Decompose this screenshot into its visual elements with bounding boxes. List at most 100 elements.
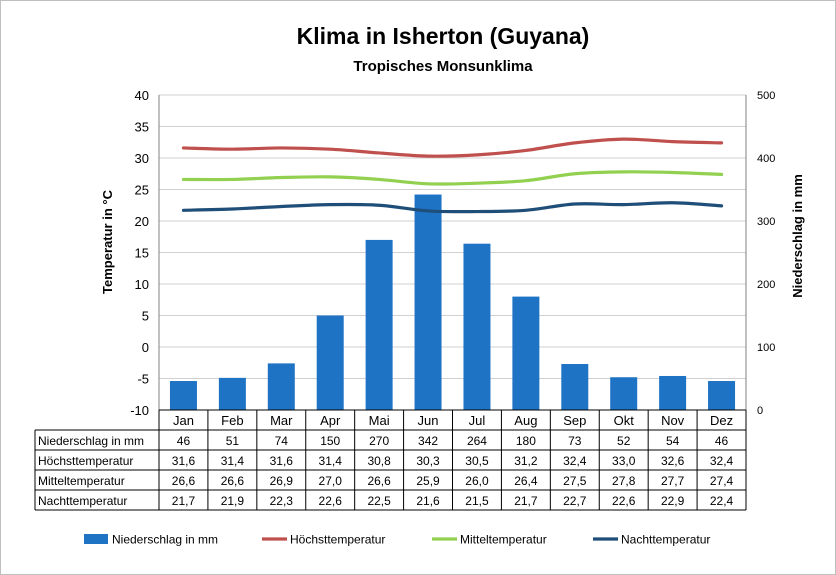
table-row-name: Niederschlag in mm bbox=[38, 434, 144, 448]
table-cell: 150 bbox=[320, 434, 340, 448]
table-cell: 33,0 bbox=[612, 454, 636, 468]
bar-niederschlag bbox=[218, 377, 246, 410]
y-tick-left: 30 bbox=[135, 151, 149, 166]
y-tick-left: -10 bbox=[130, 403, 149, 418]
table-cell: 22,6 bbox=[319, 494, 343, 508]
chart-title: Klima in Isherton (Guyana) bbox=[297, 23, 590, 49]
table-row-name: Höchsttemperatur bbox=[38, 454, 133, 468]
table-cell: 31,2 bbox=[514, 454, 538, 468]
x-tick-label: Dez bbox=[710, 413, 733, 428]
table-cell: 27,5 bbox=[563, 474, 587, 488]
y-tick-left: 5 bbox=[142, 309, 149, 324]
table-cell: 30,3 bbox=[416, 454, 440, 468]
table-cell: 26,6 bbox=[367, 474, 391, 488]
x-tick-label: Mar bbox=[270, 413, 293, 428]
table-cell: 22,5 bbox=[367, 494, 391, 508]
y-tick-left: 0 bbox=[142, 340, 149, 355]
table-cell: 26,4 bbox=[514, 474, 538, 488]
table-cell: 270 bbox=[369, 434, 389, 448]
table-cell: 342 bbox=[418, 434, 438, 448]
y-tick-right: 500 bbox=[757, 90, 775, 102]
table-cell: 180 bbox=[516, 434, 536, 448]
table-cell: 21,6 bbox=[416, 494, 440, 508]
table-row-name: Mitteltemperatur bbox=[38, 474, 125, 488]
x-tick-label: Okt bbox=[614, 413, 635, 428]
table-cell: 21,5 bbox=[465, 494, 489, 508]
table-cell: 74 bbox=[275, 434, 289, 448]
table-cell: 31,4 bbox=[319, 454, 343, 468]
table-cell: 21,7 bbox=[514, 494, 538, 508]
table-cell: 31,6 bbox=[270, 454, 294, 468]
x-tick-label: Aug bbox=[514, 413, 537, 428]
y-tick-left: 15 bbox=[135, 246, 149, 261]
table-cell: 21,7 bbox=[172, 494, 196, 508]
table-cell: 22,3 bbox=[270, 494, 294, 508]
legend-label: Mitteltemperatur bbox=[460, 533, 547, 547]
table-cell: 32,6 bbox=[661, 454, 685, 468]
table-cell: 22,9 bbox=[661, 494, 685, 508]
y-tick-left: 40 bbox=[135, 88, 149, 103]
table-cell: 25,9 bbox=[416, 474, 440, 488]
y-tick-right: 300 bbox=[757, 216, 775, 228]
bar-niederschlag bbox=[365, 239, 393, 410]
table-cell: 21,9 bbox=[221, 494, 245, 508]
legend-label: Niederschlag in mm bbox=[112, 533, 218, 547]
legend-swatch bbox=[84, 534, 108, 544]
legend-label: Nachttemperatur bbox=[621, 533, 710, 547]
y-tick-left: 20 bbox=[135, 214, 149, 229]
table-cell: 32,4 bbox=[710, 454, 734, 468]
y-tick-right: 0 bbox=[757, 405, 763, 417]
x-tick-label: Jan bbox=[173, 413, 194, 428]
bar-niederschlag bbox=[512, 296, 540, 410]
y-tick-right: 100 bbox=[757, 342, 775, 354]
y-tick-left: -5 bbox=[137, 372, 149, 387]
table-cell: 26,6 bbox=[172, 474, 196, 488]
y-axis-right-label: Niederschlag in mm bbox=[790, 174, 805, 298]
bar-niederschlag bbox=[708, 381, 736, 410]
table-cell: 264 bbox=[467, 434, 487, 448]
table-cell: 27,8 bbox=[612, 474, 636, 488]
y-tick-left: 35 bbox=[135, 120, 149, 135]
table-row-name: Nachttemperatur bbox=[38, 494, 127, 508]
table-cell: 30,8 bbox=[367, 454, 391, 468]
table-cell: 52 bbox=[617, 434, 631, 448]
table-cell: 30,5 bbox=[465, 454, 489, 468]
line-nachttemperatur bbox=[181, 201, 724, 214]
y-tick-left: 10 bbox=[135, 277, 149, 292]
x-tick-label: Jun bbox=[418, 413, 439, 428]
table-cell: 22,6 bbox=[612, 494, 636, 508]
x-tick-label: Jul bbox=[469, 413, 486, 428]
chart-subtitle: Tropisches Monsunklima bbox=[353, 58, 533, 75]
x-tick-label: Mai bbox=[369, 413, 390, 428]
table-cell: 26,0 bbox=[465, 474, 489, 488]
legend-label: Höchsttemperatur bbox=[290, 533, 385, 547]
x-tick-label: Nov bbox=[661, 413, 685, 428]
table-cell: 31,6 bbox=[172, 454, 196, 468]
y-tick-left: 25 bbox=[135, 183, 149, 198]
line-mitteltemperatur bbox=[181, 170, 724, 186]
table-cell: 27,7 bbox=[661, 474, 685, 488]
bar-niederschlag bbox=[610, 377, 638, 410]
table-cell: 27,4 bbox=[710, 474, 734, 488]
x-tick-label: Feb bbox=[221, 413, 243, 428]
table-cell: 46 bbox=[177, 434, 191, 448]
table-cell: 31,4 bbox=[221, 454, 245, 468]
table-cell: 54 bbox=[666, 434, 680, 448]
table-cell: 22,7 bbox=[563, 494, 587, 508]
table-cell: 27,0 bbox=[319, 474, 343, 488]
bar-niederschlag bbox=[169, 381, 197, 410]
table-cell: 26,6 bbox=[221, 474, 245, 488]
y-tick-right: 400 bbox=[757, 153, 775, 165]
table-cell: 51 bbox=[226, 434, 240, 448]
line-höchsttemperatur bbox=[181, 137, 724, 158]
bar-niederschlag bbox=[659, 375, 687, 410]
bar-niederschlag bbox=[561, 364, 589, 410]
x-tick-label: Sep bbox=[563, 413, 586, 428]
table-cell: 26,9 bbox=[270, 474, 294, 488]
bar-niederschlag bbox=[267, 363, 295, 410]
table-cell: 46 bbox=[715, 434, 729, 448]
bar-niederschlag bbox=[414, 194, 442, 410]
table-cell: 32,4 bbox=[563, 454, 587, 468]
bar-niederschlag bbox=[463, 243, 491, 410]
